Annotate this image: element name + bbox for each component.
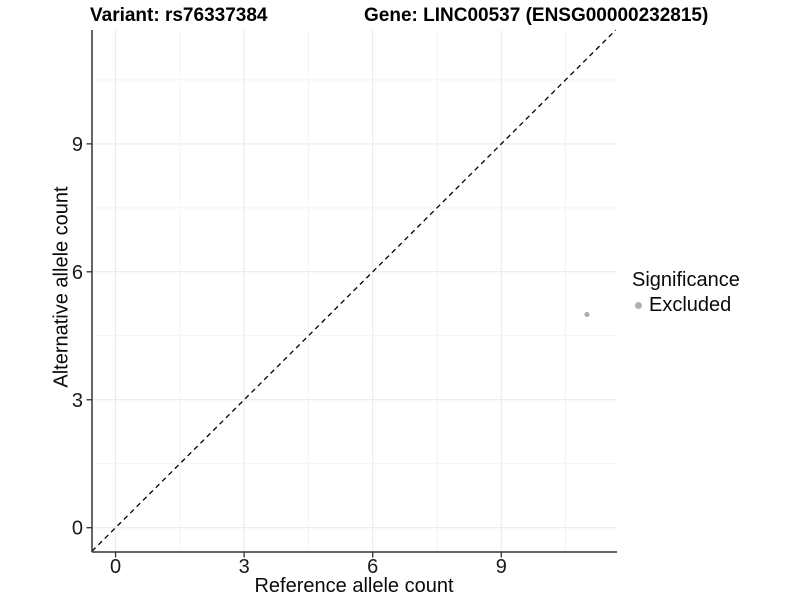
- identity-reference-line: [91, 29, 617, 552]
- legend: Significance Excluded: [632, 269, 740, 317]
- legend-point-icon: [635, 302, 642, 309]
- x-tick-label: 0: [110, 556, 121, 578]
- y-tick-label: 9: [72, 134, 83, 156]
- x-tick-label: 6: [367, 556, 378, 578]
- y-tick-label: 3: [72, 390, 83, 412]
- y-axis-title: Alternative allele count: [50, 186, 73, 388]
- x-tick-label: 3: [239, 556, 250, 578]
- y-tick-label: 0: [72, 518, 83, 540]
- legend-item-excluded: Excluded: [632, 294, 740, 317]
- x-axis-title: Reference allele count: [254, 575, 454, 597]
- plot-title-gene: Gene: LINC00537 (ENSG00000232815): [364, 5, 709, 26]
- data-point: [584, 311, 590, 318]
- y-tick-label: 6: [72, 262, 83, 284]
- x-tick-label: 9: [496, 556, 507, 578]
- plot-title-variant: Variant: rs76337384: [90, 5, 268, 26]
- legend-item-label: Excluded: [649, 294, 732, 316]
- legend-title: Significance: [632, 269, 740, 291]
